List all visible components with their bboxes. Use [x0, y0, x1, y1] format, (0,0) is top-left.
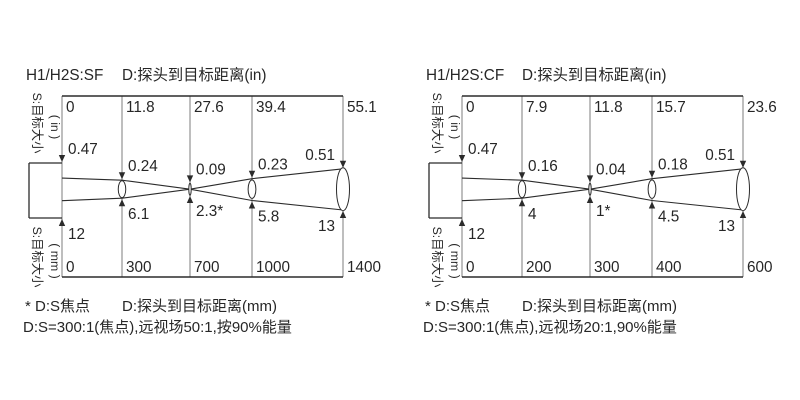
svg-text:6.1: 6.1: [128, 206, 149, 223]
svg-text:S:目标大小: S:目标大小: [430, 93, 444, 154]
svg-text:( mm ): ( mm ): [448, 243, 462, 279]
svg-text:0.51: 0.51: [705, 147, 735, 164]
svg-text:12: 12: [68, 226, 85, 243]
svg-text:D:探头到目标距离(mm): D:探头到目标距离(mm): [522, 298, 677, 315]
svg-text:0.18: 0.18: [658, 157, 688, 174]
svg-text:12: 12: [468, 226, 485, 243]
svg-text:( in ): ( in ): [48, 115, 62, 140]
svg-text:D:探头到目标距离(in): D:探头到目标距离(in): [522, 67, 666, 84]
svg-text:H1/H2S:SF: H1/H2S:SF: [26, 67, 103, 84]
svg-text:0: 0: [466, 99, 475, 116]
svg-text:7.9: 7.9: [526, 99, 547, 116]
svg-text:0: 0: [66, 99, 75, 116]
svg-text:2.3*: 2.3*: [196, 203, 223, 220]
svg-text:D:S=300:1(焦点),远视场50:1,按90%能量: D:S=300:1(焦点),远视场50:1,按90%能量: [23, 319, 292, 336]
svg-text:( in ): ( in ): [448, 115, 462, 140]
svg-text:0.16: 0.16: [528, 158, 558, 175]
svg-text:4: 4: [528, 206, 537, 223]
svg-text:13: 13: [318, 218, 335, 235]
svg-text:0.23: 0.23: [258, 157, 288, 174]
svg-text:700: 700: [194, 259, 220, 276]
svg-text:* D:S焦点: * D:S焦点: [425, 298, 490, 315]
svg-text:39.4: 39.4: [256, 99, 286, 116]
svg-text:( mm ): ( mm ): [48, 243, 62, 279]
svg-text:1*: 1*: [596, 203, 611, 220]
svg-text:0.24: 0.24: [128, 158, 158, 175]
svg-text:S:目标大小: S:目标大小: [30, 227, 44, 288]
svg-text:11.8: 11.8: [594, 99, 623, 116]
svg-text:0.04: 0.04: [596, 161, 626, 178]
svg-text:0.47: 0.47: [468, 141, 498, 158]
svg-text:13: 13: [718, 218, 735, 235]
svg-text:55.1: 55.1: [347, 99, 377, 116]
svg-text:0.51: 0.51: [305, 147, 335, 164]
svg-text:D:探头到目标距离(in): D:探头到目标距离(in): [122, 67, 266, 84]
svg-text:15.7: 15.7: [656, 99, 686, 116]
svg-text:400: 400: [656, 259, 682, 276]
svg-text:0.47: 0.47: [68, 141, 98, 158]
svg-text:S:目标大小: S:目标大小: [430, 227, 444, 288]
svg-text:600: 600: [747, 259, 773, 276]
svg-text:0.09: 0.09: [196, 161, 226, 178]
svg-text:H1/H2S:CF: H1/H2S:CF: [426, 67, 504, 84]
svg-text:27.6: 27.6: [194, 99, 224, 116]
svg-text:* D:S焦点: * D:S焦点: [25, 298, 90, 315]
svg-text:D:S=300:1(焦点),远视场20:1,90%能量: D:S=300:1(焦点),远视场20:1,90%能量: [423, 319, 677, 336]
svg-text:1000: 1000: [256, 259, 290, 276]
svg-text:4.5: 4.5: [658, 209, 679, 226]
svg-text:1400: 1400: [347, 259, 381, 276]
svg-text:200: 200: [526, 259, 552, 276]
svg-text:S:目标大小: S:目标大小: [30, 93, 44, 154]
svg-text:300: 300: [126, 259, 152, 276]
svg-text:11.8: 11.8: [126, 99, 155, 116]
svg-text:23.6: 23.6: [747, 99, 777, 116]
svg-text:300: 300: [594, 259, 620, 276]
svg-text:0: 0: [466, 259, 475, 276]
svg-text:5.8: 5.8: [258, 209, 279, 226]
svg-text:D:探头到目标距离(mm): D:探头到目标距离(mm): [122, 298, 277, 315]
svg-text:0: 0: [66, 259, 75, 276]
